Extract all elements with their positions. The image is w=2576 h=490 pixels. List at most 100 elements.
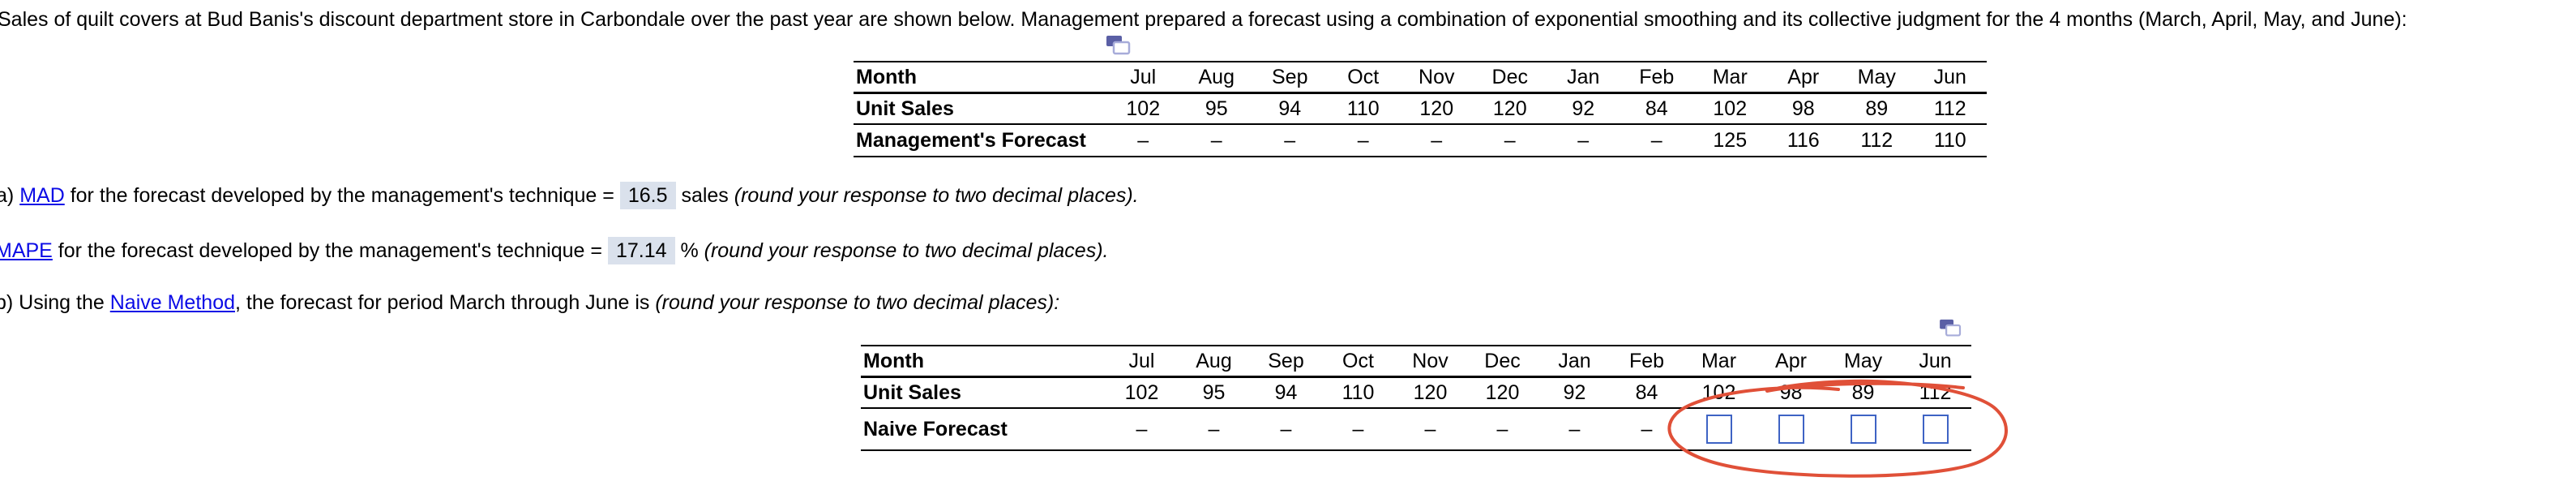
cell-unit-sales-aug: 95 xyxy=(1179,92,1253,125)
question-a-units: sales xyxy=(675,184,734,207)
popup-window-icon[interactable] xyxy=(1106,35,1131,62)
cell-unit-sales-nov: 120 xyxy=(1400,92,1474,125)
question-b-rounding-note: (round your response to two decimal plac… xyxy=(655,291,1060,314)
naive-forecast-input-mar[interactable] xyxy=(1705,415,1732,444)
cell-management-s-forecast-sep: – xyxy=(1284,128,1296,152)
table-row-month: Month Jul Aug Sep Oct Nov Dec Jan Feb Mar Apr May Ju… xyxy=(854,62,1987,94)
month-header-mar: Mar xyxy=(1683,346,1755,378)
cell-management-s-forecast-mar: 125 xyxy=(1713,128,1748,152)
cell-management-s-forecast-jul: – xyxy=(1137,128,1149,152)
cell-naive-forecast-mar xyxy=(1683,408,1755,450)
cell-management-s-forecast-nov: – xyxy=(1431,128,1443,152)
popup-window-icon[interactable] xyxy=(1939,319,1962,344)
cell-management-s-forecast-may: 112 xyxy=(1860,128,1893,152)
question-b-line: b) Using the Naive Method, the forecast … xyxy=(0,291,1059,315)
cell-management-s-forecast-dec: – xyxy=(1504,128,1516,152)
cell-unit-sales-may: 89 xyxy=(1827,376,1899,409)
month-header-jul: Jul xyxy=(1106,346,1178,378)
cell-unit-sales-mar: 102 xyxy=(1693,92,1767,125)
month-header-apr: Apr xyxy=(1755,346,1827,378)
month-header-may: May xyxy=(1827,346,1899,378)
question-a-text: for the forecast developed by the manage… xyxy=(64,184,620,207)
cell-unit-sales-jan: 92 xyxy=(1547,92,1620,125)
month-header-may: May xyxy=(1840,62,1914,94)
month-header-jan: Jan xyxy=(1538,346,1611,378)
cell-management-s-forecast-aug: – xyxy=(1210,128,1222,152)
cell-management-s-forecast-jan: – xyxy=(1577,128,1590,152)
cell-unit-sales-aug: 95 xyxy=(1178,376,1250,409)
month-header-oct: Oct xyxy=(1322,346,1394,378)
cell-unit-sales-oct: 110 xyxy=(1322,376,1394,409)
cell-unit-sales-jul: 102 xyxy=(1106,376,1178,409)
cell-unit-sales-jun: 112 xyxy=(1913,92,1987,125)
cell-naive-forecast-dec: – xyxy=(1496,417,1508,441)
month-header-jun: Jun xyxy=(1899,346,1971,378)
question-mape-rounding-note: (round your response to two decimal plac… xyxy=(704,239,1109,262)
month-header-dec: Dec xyxy=(1473,62,1547,94)
mape-answer-field[interactable]: 17.14 xyxy=(607,237,675,264)
month-header-jan: Jan xyxy=(1547,62,1620,94)
table-row-unit-sales: Unit Sales 102 95 94 110 120 120 92 84 102 98 89 112 xyxy=(861,376,1971,409)
cell-naive-forecast-feb: – xyxy=(1641,417,1653,441)
cell-naive-forecast-aug: – xyxy=(1208,417,1220,441)
question-mape-text: for the forecast developed by the manage… xyxy=(52,239,608,262)
cell-management-s-forecast-jun: 110 xyxy=(1933,128,1966,152)
cell-naive-forecast-may xyxy=(1827,408,1899,450)
cell-unit-sales-feb: 84 xyxy=(1620,92,1693,125)
cell-naive-forecast-jun xyxy=(1899,408,1971,450)
question-b-prefix: b) Using the xyxy=(0,291,110,314)
mad-link[interactable]: MAD xyxy=(19,184,65,207)
row-label-naive-forecast: Naive Forecast xyxy=(863,417,1008,441)
mad-answer-field[interactable]: 16.5 xyxy=(619,182,676,209)
month-header-jul: Jul xyxy=(1106,62,1180,94)
cell-unit-sales-dec: 120 xyxy=(1473,92,1547,125)
row-label-unit-sales: Unit Sales xyxy=(854,92,1106,125)
cell-unit-sales-dec: 120 xyxy=(1466,376,1538,409)
cell-unit-sales-feb: 84 xyxy=(1611,376,1683,409)
sales-and-management-forecast-table: Month Jul Aug Sep Oct Nov Dec Jan Feb Mar Apr May Ju… xyxy=(854,61,1987,157)
cell-unit-sales-apr: 98 xyxy=(1755,376,1827,409)
month-header-nov: Nov xyxy=(1400,62,1474,94)
month-header-feb: Feb xyxy=(1620,62,1693,94)
question-a-rounding-note: (round your response to two decimal plac… xyxy=(734,184,1139,207)
cell-unit-sales-apr: 98 xyxy=(1766,92,1840,125)
month-header-aug: Aug xyxy=(1179,62,1253,94)
table-row-month: Month Jul Aug Sep Oct Nov Dec Jan Feb Mar Apr May Ju… xyxy=(861,346,1971,378)
cell-management-s-forecast-feb: – xyxy=(1650,128,1662,152)
month-header-sep: Sep xyxy=(1250,346,1322,378)
cell-naive-forecast-oct: – xyxy=(1352,417,1364,441)
question-mape-units: % xyxy=(674,239,704,262)
row-label-month: Month xyxy=(854,62,1106,94)
table-row-management-s-forecast: Management's Forecast – – – – – – – – 125 116 112 11… xyxy=(854,124,1987,157)
cell-naive-forecast-sep: – xyxy=(1280,417,1292,441)
question-mape-line: MAPE for the forecast developed by the m… xyxy=(0,237,1109,264)
popup-front-rect xyxy=(1945,324,1962,337)
question-a-prefix: a) xyxy=(0,184,15,207)
cell-unit-sales-jun: 112 xyxy=(1899,376,1971,409)
month-header-feb: Feb xyxy=(1611,346,1683,378)
cell-unit-sales-sep: 94 xyxy=(1253,92,1327,125)
cell-unit-sales-nov: 120 xyxy=(1394,376,1466,409)
row-label-management-s-forecast: Management's Forecast xyxy=(856,128,1086,152)
naive-forecast-input-jun[interactable] xyxy=(1922,415,1949,444)
naive-method-link[interactable]: Naive Method xyxy=(109,291,235,314)
month-header-apr: Apr xyxy=(1766,62,1840,94)
month-header-aug: Aug xyxy=(1178,346,1250,378)
cell-management-s-forecast-apr: 116 xyxy=(1787,128,1820,152)
problem-statement: Sales of quilt covers at Bud Banis's dis… xyxy=(0,8,2407,31)
naive-forecast-table: Month Jul Aug Sep Oct Nov Dec Jan Feb Mar Apr May Ju… xyxy=(861,345,1971,451)
cell-naive-forecast-jan: – xyxy=(1568,417,1581,441)
cell-unit-sales-oct: 110 xyxy=(1326,92,1400,125)
cell-unit-sales-mar: 102 xyxy=(1683,376,1755,409)
question-a-line: a) MAD for the forecast developed by the… xyxy=(0,182,1139,209)
month-header-sep: Sep xyxy=(1253,62,1327,94)
row-label-month: Month xyxy=(861,346,1106,378)
naive-forecast-input-may[interactable] xyxy=(1850,415,1876,444)
mape-link[interactable]: MAPE xyxy=(0,239,53,262)
naive-forecast-input-apr[interactable] xyxy=(1778,415,1804,444)
cell-unit-sales-sep: 94 xyxy=(1250,376,1322,409)
cell-naive-forecast-nov: – xyxy=(1424,417,1436,441)
cell-unit-sales-jan: 92 xyxy=(1538,376,1611,409)
month-header-mar: Mar xyxy=(1693,62,1767,94)
month-header-oct: Oct xyxy=(1326,62,1400,94)
